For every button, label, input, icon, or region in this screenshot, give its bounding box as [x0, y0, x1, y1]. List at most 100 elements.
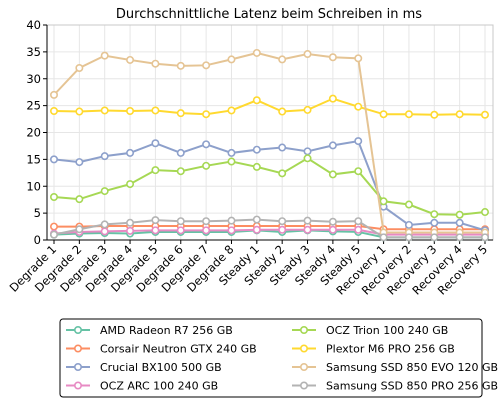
- data-point: [151, 59, 160, 68]
- data-point: [455, 218, 464, 227]
- data-point: [252, 225, 261, 234]
- data-point: [379, 197, 388, 206]
- data-point: [100, 227, 109, 236]
- data-point: [202, 217, 211, 226]
- data-point: [49, 90, 58, 99]
- legend: AMD Radeon R7 256 GB Corsair Neutron GTX …: [59, 318, 498, 398]
- data-point: [100, 220, 109, 229]
- data-point: [151, 226, 160, 235]
- data-point: [252, 48, 261, 57]
- data-point: [126, 55, 135, 64]
- data-point: [227, 157, 236, 166]
- data-point: [227, 226, 236, 235]
- data-point: [278, 217, 287, 226]
- data-point: [278, 55, 287, 64]
- data-point: [278, 225, 287, 234]
- series-line: [53, 228, 485, 236]
- data-point: [455, 110, 464, 119]
- data-point: [354, 167, 363, 176]
- data-point: [202, 226, 211, 235]
- data-point: [202, 61, 211, 70]
- data-point: [328, 170, 337, 179]
- legend-marker: [299, 381, 308, 390]
- data-point: [404, 110, 413, 119]
- data-point: [75, 225, 84, 234]
- legend-label: OCZ Trion 100 240 GB: [326, 324, 448, 337]
- data-point: [328, 53, 337, 62]
- data-point: [75, 107, 84, 116]
- data-point: [227, 216, 236, 225]
- data-point: [151, 106, 160, 115]
- data-point: [354, 54, 363, 63]
- legend-label: Samsung SSD 850 EVO 120 GB: [326, 361, 498, 374]
- data-point: [126, 226, 135, 235]
- data-point: [176, 217, 185, 226]
- data-point: [303, 225, 312, 234]
- data-point: [278, 107, 287, 116]
- data-point: [379, 110, 388, 119]
- data-point: [303, 154, 312, 163]
- data-point: [404, 233, 413, 242]
- data-point: [430, 110, 439, 119]
- data-point: [176, 148, 185, 157]
- data-point: [404, 200, 413, 209]
- legend-marker: [74, 362, 83, 371]
- y-tick-label: 0: [34, 233, 41, 247]
- data-point: [303, 50, 312, 59]
- series-line: [53, 157, 486, 216]
- data-point: [49, 222, 58, 231]
- data-point: [354, 102, 363, 111]
- data-point: [202, 110, 211, 119]
- legend-label: OCZ ARC 100 240 GB: [100, 380, 218, 393]
- data-point: [252, 145, 261, 154]
- data-point: [430, 233, 439, 242]
- data-point: [227, 55, 236, 64]
- data-point: [404, 220, 413, 229]
- data-point: [455, 233, 464, 242]
- data-point: [176, 226, 185, 235]
- data-point: [354, 217, 363, 226]
- data-point: [328, 141, 337, 150]
- data-point: [430, 210, 439, 219]
- y-tick-label: 20: [26, 126, 41, 140]
- data-point: [227, 106, 236, 115]
- data-point: [151, 139, 160, 148]
- data-point: [303, 216, 312, 225]
- data-point: [100, 51, 109, 60]
- y-tick-label: 40: [26, 18, 41, 32]
- data-point: [227, 148, 236, 157]
- data-point: [480, 233, 489, 242]
- data-point: [303, 147, 312, 156]
- legend-marker: [299, 325, 308, 334]
- data-point: [252, 96, 261, 105]
- data-point: [151, 216, 160, 225]
- y-tick-label: 15: [26, 152, 41, 166]
- legend-marker: [299, 362, 308, 371]
- data-point: [49, 230, 58, 239]
- series-line: [53, 139, 486, 232]
- legend-marker: [74, 381, 83, 390]
- y-tick-label: 5: [34, 206, 41, 220]
- data-point: [100, 187, 109, 196]
- series-line: [53, 218, 485, 239]
- data-point: [328, 217, 337, 226]
- data-point: [100, 152, 109, 161]
- data-point: [379, 233, 388, 242]
- data-point: [126, 148, 135, 157]
- data-point: [151, 166, 160, 175]
- data-point: [49, 155, 58, 164]
- data-point: [303, 105, 312, 114]
- y-tick-label: 10: [26, 179, 41, 193]
- data-point: [430, 218, 439, 227]
- data-point: [176, 167, 185, 176]
- data-point: [328, 225, 337, 234]
- data-point: [49, 107, 58, 116]
- data-point: [480, 110, 489, 119]
- data-point: [202, 140, 211, 149]
- data-point: [126, 107, 135, 116]
- data-point: [49, 193, 58, 202]
- data-point: [252, 215, 261, 224]
- y-tick-label: 35: [26, 45, 41, 59]
